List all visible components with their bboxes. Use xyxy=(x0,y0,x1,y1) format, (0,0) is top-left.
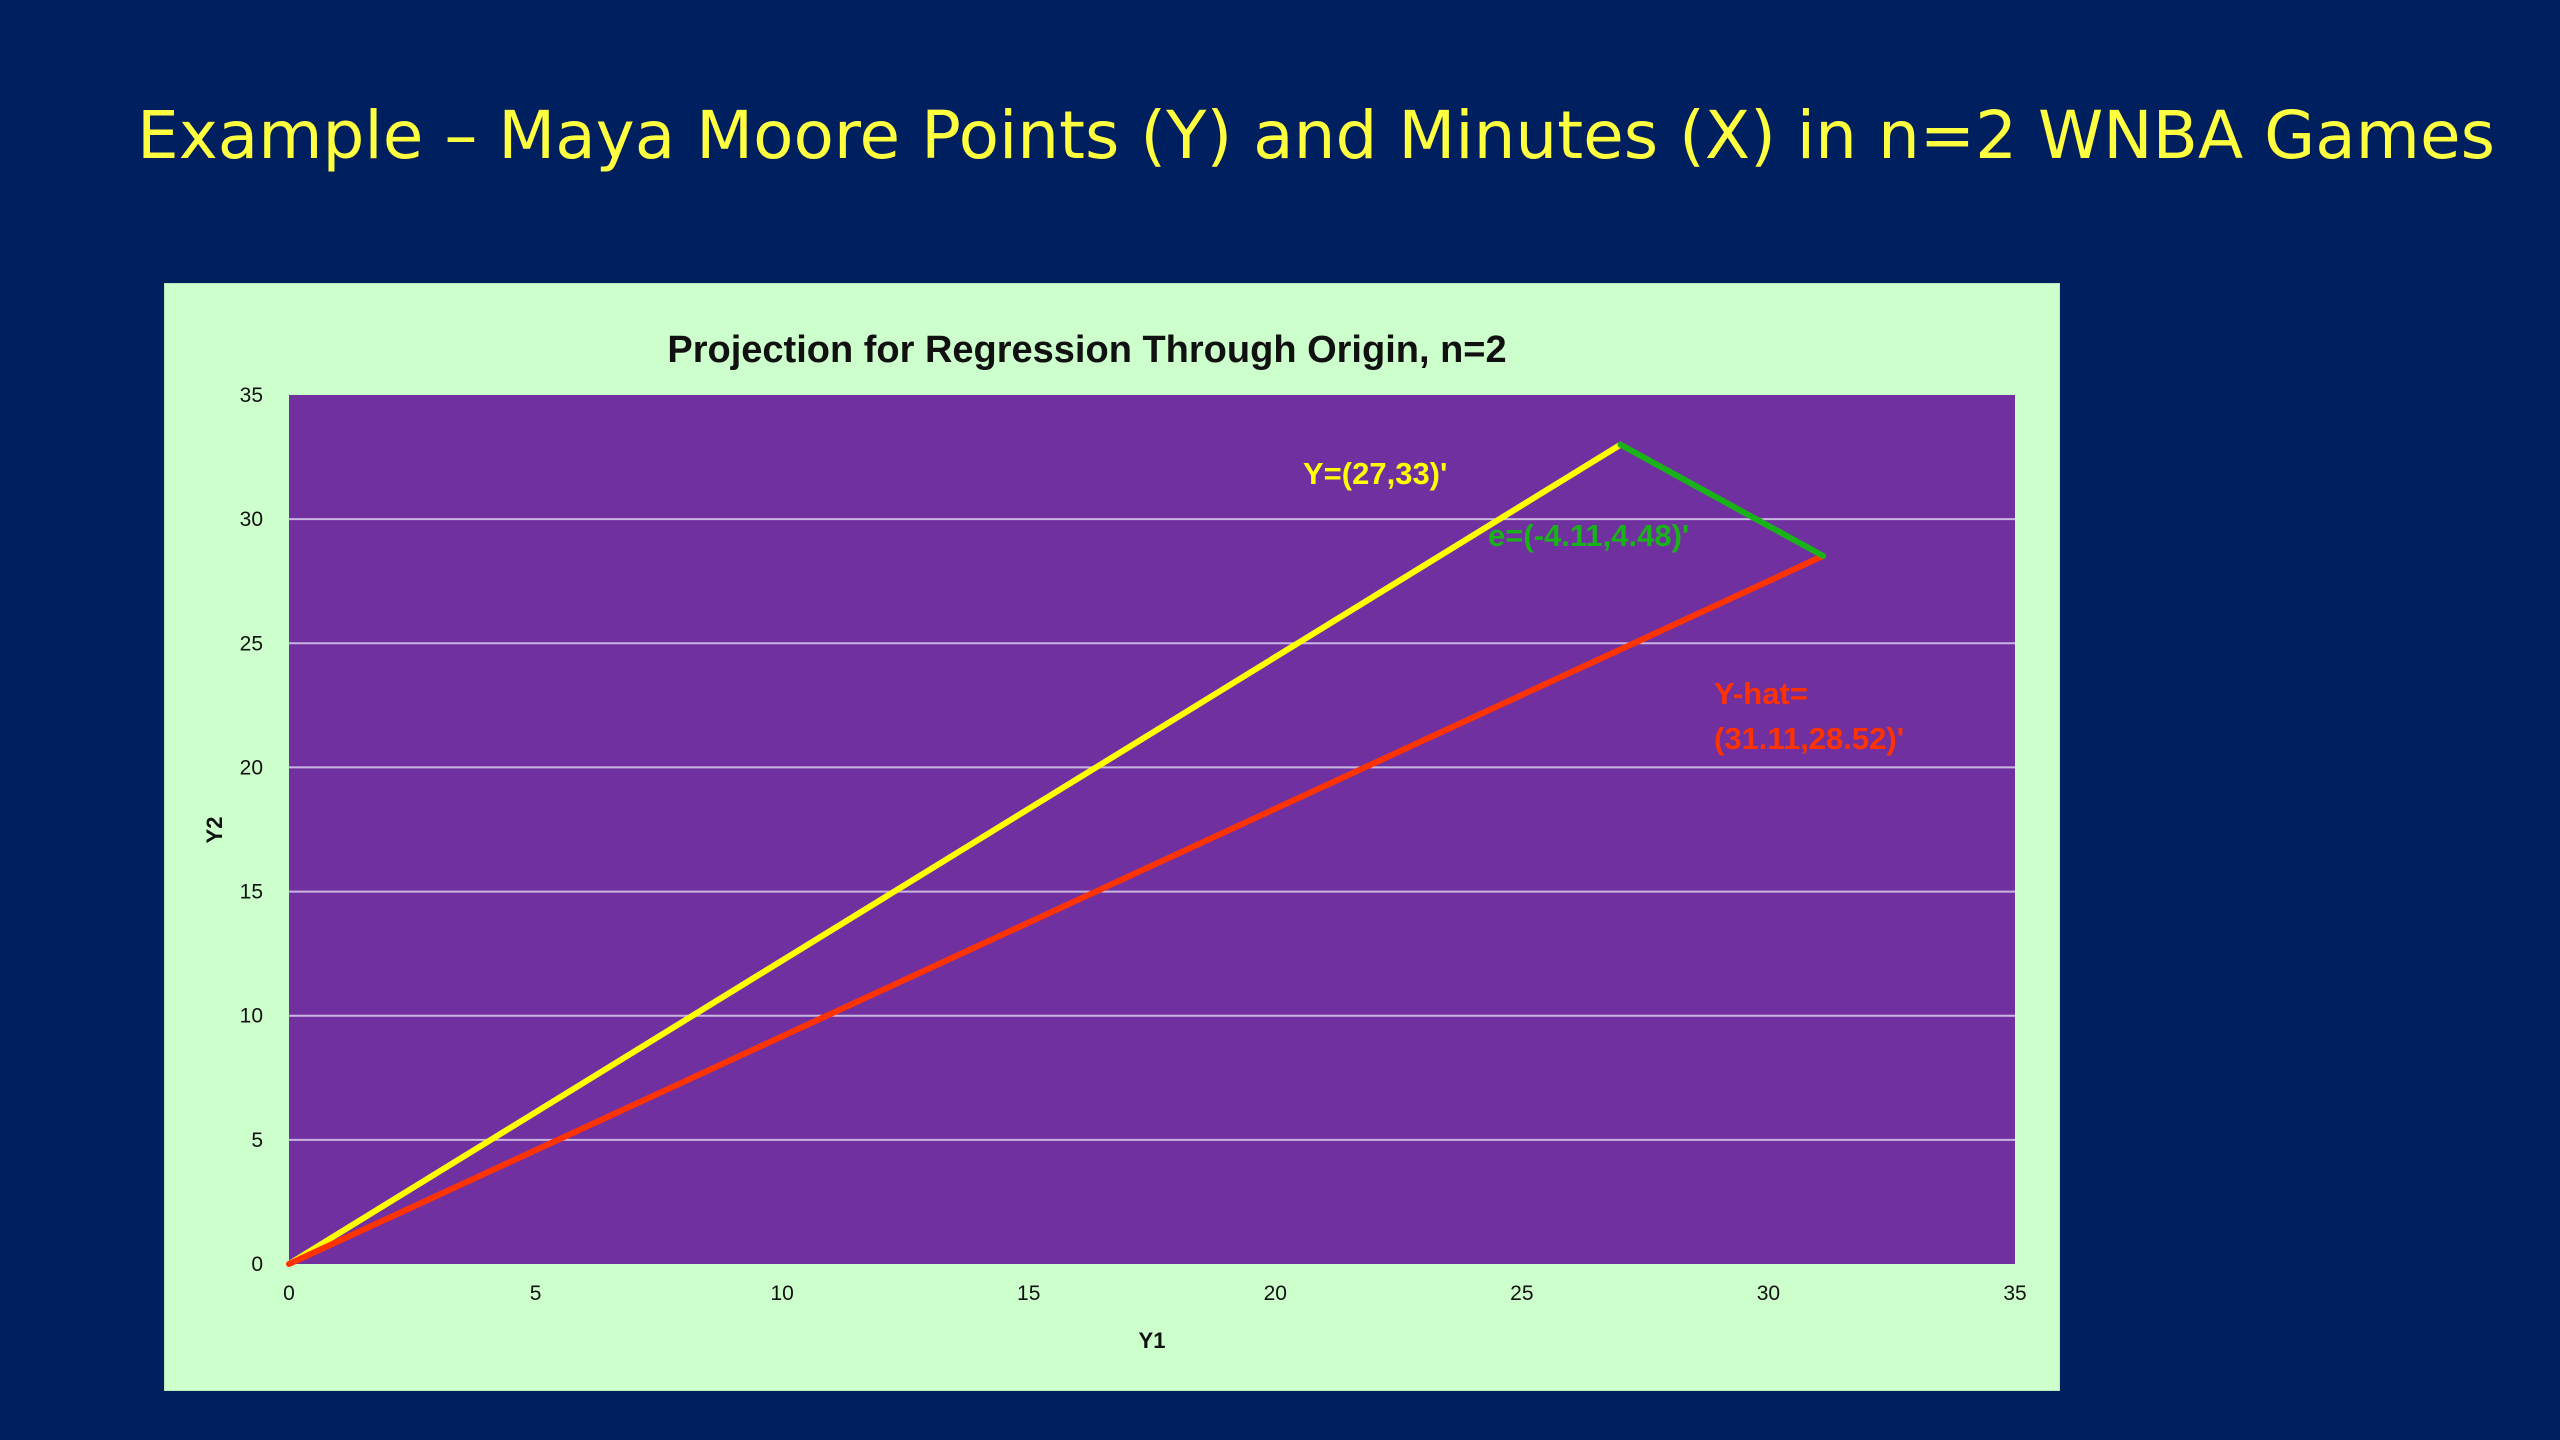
residual-vector-line xyxy=(1617,441,1827,559)
gridlines xyxy=(289,518,2015,1141)
x-tick-label: 35 xyxy=(2003,1282,2026,1305)
y-axis-title: Y2 xyxy=(202,817,227,844)
x-tick-label: 10 xyxy=(770,1282,793,1305)
y-tick-label: 25 xyxy=(240,632,263,655)
y-tick-label: 30 xyxy=(240,508,263,531)
y-tick-label: 35 xyxy=(240,384,263,407)
x-tick-label: 15 xyxy=(1017,1282,1040,1305)
residual-vector-label: e=(-4.11,4.48)' xyxy=(1488,518,1689,553)
x-tick-label: 0 xyxy=(283,1282,295,1305)
x-tick-label: 5 xyxy=(530,1282,542,1305)
x-tick-label: 20 xyxy=(1264,1282,1287,1305)
y-axis-ticks: 0 5 10 15 20 25 30 35 xyxy=(240,384,263,1276)
plot-area xyxy=(289,395,2015,1264)
x-tick-label: 25 xyxy=(1510,1282,1533,1305)
yhat-label-line-2: (31.11,28.52)' xyxy=(1714,721,1904,756)
slide-title: Example – Maya Moore Points (Y) and Minu… xyxy=(137,97,2495,174)
y-vector-label: Y=(27,33)' xyxy=(1303,456,1447,491)
y-tick-label: 0 xyxy=(251,1253,263,1276)
y-vector-line xyxy=(286,441,1624,1267)
x-axis-title: Y1 xyxy=(1139,1328,1166,1353)
x-tick-label: 30 xyxy=(1757,1282,1780,1305)
y-tick-label: 20 xyxy=(240,756,263,779)
yhat-vector-line xyxy=(286,552,1827,1267)
y-tick-label: 5 xyxy=(251,1129,263,1152)
chart-title: Projection for Regression Through Origin… xyxy=(667,329,1506,371)
y-tick-label: 10 xyxy=(240,1005,263,1028)
y-tick-label: 15 xyxy=(240,881,263,904)
x-axis-ticks: 0 5 10 15 20 25 30 35 xyxy=(283,1282,2027,1305)
yhat-label-line-1: Y-hat= xyxy=(1714,676,1808,711)
series-lines xyxy=(286,441,1827,1267)
